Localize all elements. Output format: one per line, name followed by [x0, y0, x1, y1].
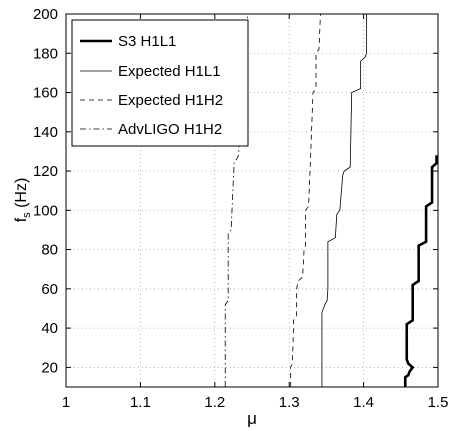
legend-label-expected-h1l1: Expected H1L1 [118, 63, 221, 80]
series-line-expected-h1l1 [321, 14, 367, 387]
y-tick-label: 160 [33, 85, 58, 102]
y-tick-label: 40 [41, 320, 58, 337]
x-tick-label: 1.4 [353, 394, 374, 411]
ticks-layer: 1 1.1 1.2 1.3 1.4 1.5 20 40 60 80 100 120 140 160 180 2… [33, 6, 448, 411]
series-layer [224, 13, 438, 387]
y-tick-label: 180 [33, 45, 58, 62]
legend-label-advligo-h1h2: AdvLIGO H1H2 [118, 121, 222, 138]
y-tick-label: 120 [33, 163, 58, 180]
legend-label-s3-h1l1: S3 H1L1 [118, 33, 176, 50]
legend-label-expected-h1h2: Expected H1H2 [118, 92, 223, 109]
plot-frame [65, 13, 439, 388]
x-axis-label: μ [247, 409, 257, 428]
x-tick-label: 1 [62, 394, 70, 411]
y-axis-label-main: f [13, 217, 30, 222]
y-tick-label: 200 [33, 6, 58, 23]
series-line-expected-h1h2 [290, 13, 321, 387]
svg-text:fs (Hz): fs (Hz) [13, 178, 33, 223]
x-tick-label: 1.1 [130, 394, 151, 411]
y-axis-label-sub: s [21, 212, 33, 218]
legend: S3 H1L1 Expected H1L1 Expected H1H2 AdvL… [71, 19, 249, 147]
y-tick-label: 60 [41, 281, 58, 298]
y-tick-label: 100 [33, 202, 58, 219]
y-axis-label-unit: (Hz) [13, 178, 30, 213]
y-tick-label: 140 [33, 124, 58, 141]
x-tick-label: 1.2 [204, 394, 225, 411]
x-tick-label: 1.3 [279, 394, 300, 411]
series-line-s3-h1l1 [403, 155, 438, 387]
x-tick-label: 1.5 [428, 394, 449, 411]
y-tick-label: 80 [41, 242, 58, 259]
y-axis-label: fs (Hz) [13, 178, 33, 223]
y-tick-label: 20 [41, 359, 58, 376]
